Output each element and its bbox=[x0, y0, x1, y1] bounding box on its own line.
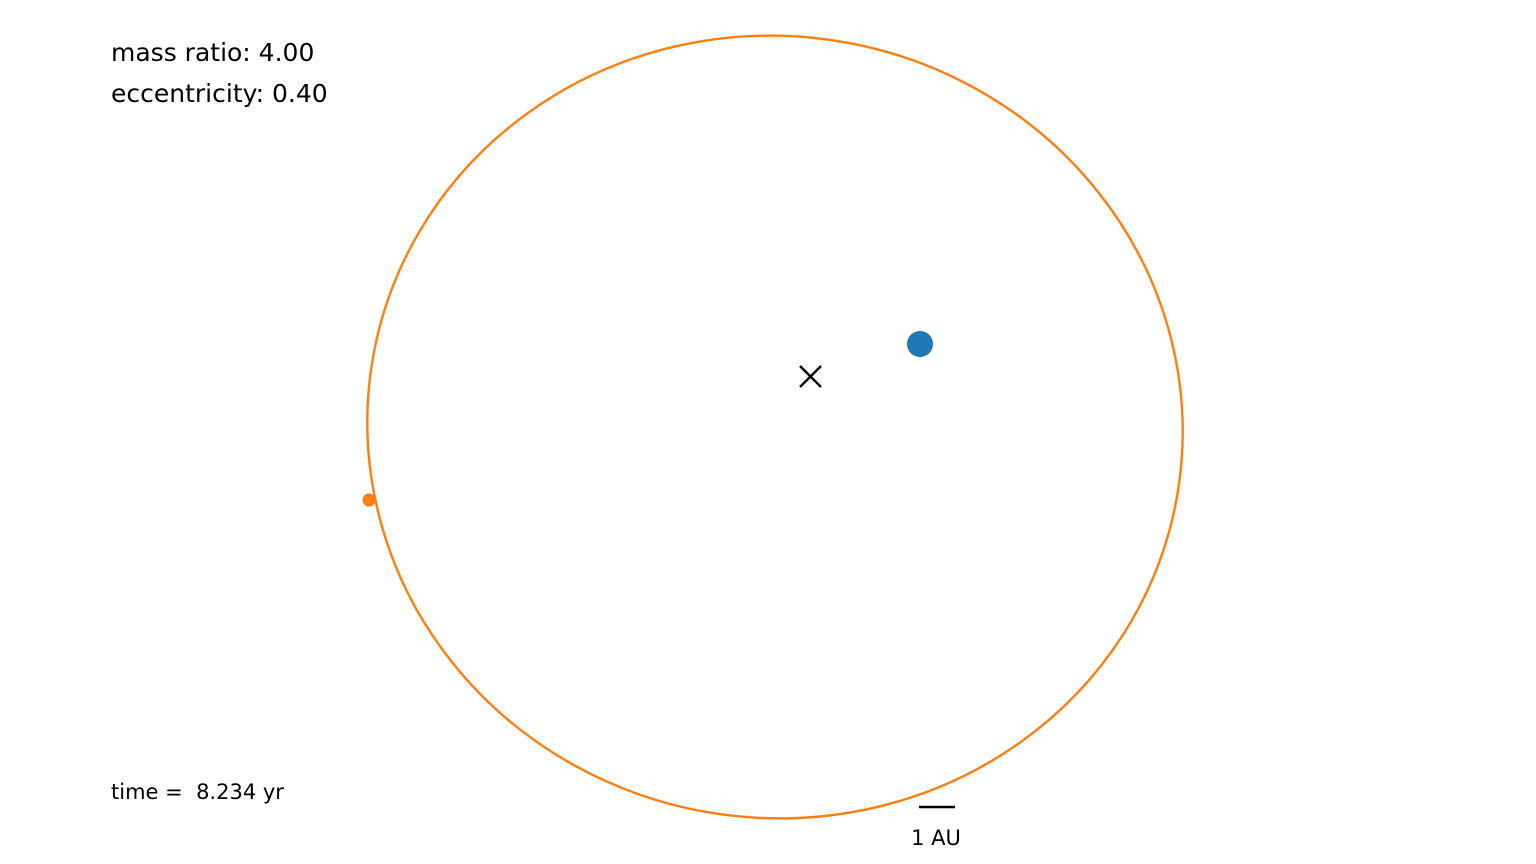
mass-ratio-label: mass ratio: 4.00 bbox=[111, 38, 314, 67]
primary-star bbox=[907, 331, 933, 357]
center-of-mass-marker bbox=[800, 366, 821, 387]
eccentricity-label: eccentricity: 0.40 bbox=[111, 79, 328, 108]
time-readout: time = 8.234 yr bbox=[111, 780, 284, 804]
secondary-orbit-path bbox=[317, 0, 1234, 864]
scale-bar-label: 1 AU bbox=[896, 826, 976, 850]
secondary-star bbox=[363, 494, 376, 507]
